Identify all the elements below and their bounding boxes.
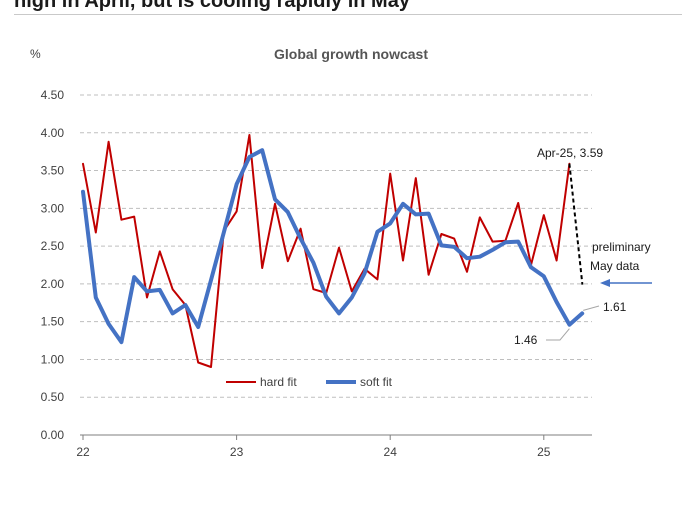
x-tick-label: 23 [230, 445, 244, 459]
soft-prev-label: 1.46 [514, 333, 538, 347]
y-tick-label: 2.00 [41, 277, 65, 291]
y-tick-label: 3.50 [41, 164, 65, 178]
y-tick-label: 4.00 [41, 126, 65, 140]
soft-last-label: 1.61 [603, 300, 627, 314]
leader-line-146 [546, 328, 570, 341]
leader-line-161 [583, 305, 600, 311]
series-lines [81, 134, 585, 368]
preliminary-label-line2: May data [590, 259, 640, 273]
y-tick-label: 2.50 [41, 239, 65, 253]
y-tick-label: 4.50 [41, 88, 65, 102]
y-tick-label: 0.50 [41, 390, 65, 404]
series-line-hard-fit [82, 134, 571, 368]
y-axis-unit: % [30, 47, 41, 61]
y-tick-label: 1.00 [41, 352, 65, 366]
headline: high in April, but is cooling rapidly in… [14, 0, 410, 12]
x-tick-label: 22 [76, 445, 90, 459]
legend-soft-fit-label: soft fit [360, 375, 393, 389]
title-rule [14, 14, 682, 15]
chart-title: Global growth nowcast [274, 46, 428, 62]
peak-label: Apr-25, 3.59 [537, 146, 603, 160]
series-line-soft-fit [81, 148, 585, 345]
legend-hard-fit-label: hard fit [260, 375, 297, 389]
x-tick-label: 24 [384, 445, 398, 459]
y-tick-label: 1.50 [41, 315, 65, 329]
legend: hard fit soft fit [226, 375, 393, 389]
y-tick-label: 3.00 [41, 201, 65, 215]
preliminary-label-line1: preliminary [592, 240, 651, 254]
gridlines [80, 94, 592, 398]
x-tick-label: 25 [537, 445, 551, 459]
preliminary-dashed-line [568, 163, 584, 285]
preliminary-arrow-head [600, 279, 610, 287]
axes: 0.00 0.50 1.00 1.50 2.00 2.50 3.00 3.50 4.00 4.50… [41, 88, 592, 459]
annotations: Apr-25, 3.59 preliminary May data 1.61 1… [514, 146, 652, 347]
y-tick-label: 0.00 [41, 428, 65, 442]
